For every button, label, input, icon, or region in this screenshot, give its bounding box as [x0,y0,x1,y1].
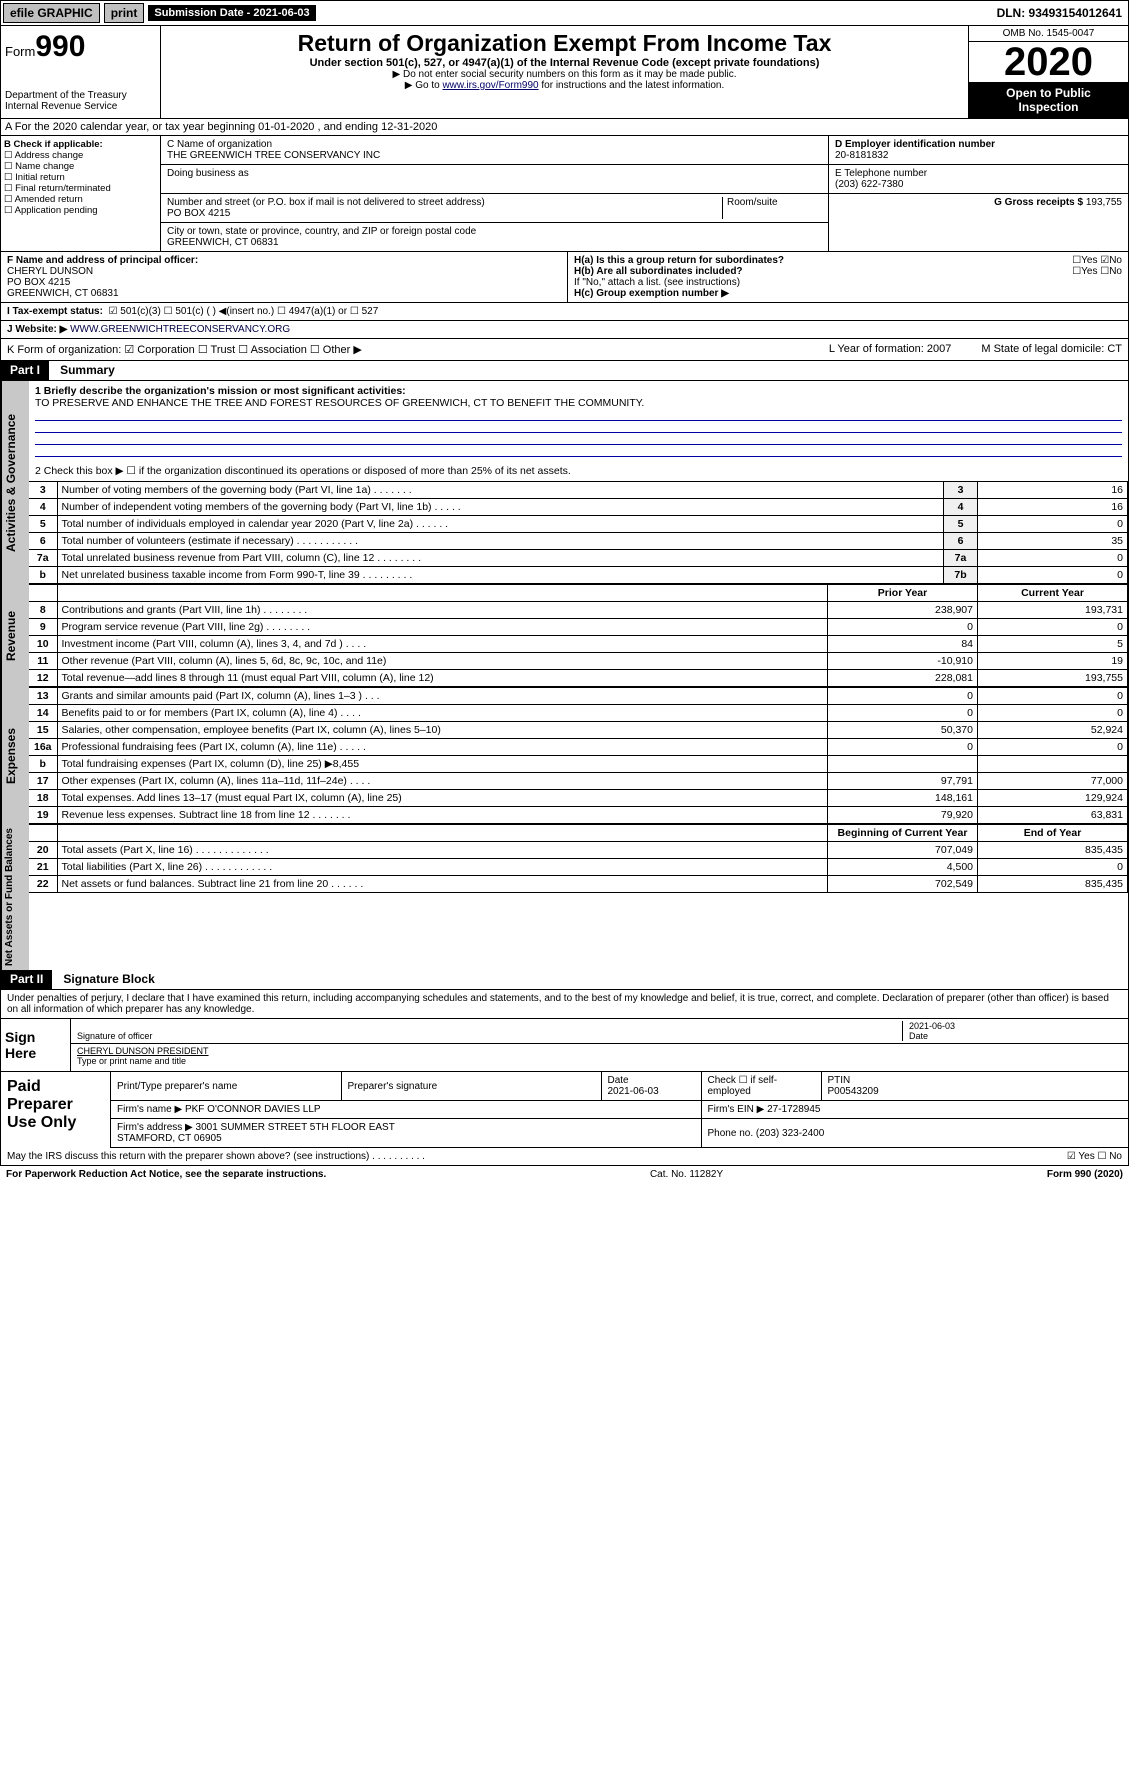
gross-receipts: 193,755 [1086,197,1122,208]
q1: 1 Briefly describe the organization's mi… [29,381,1128,461]
instruction-1: ▶ Do not enter social security numbers o… [169,69,960,80]
chk-initial-return[interactable]: Initial return [4,172,157,183]
side-expenses: Expenses [1,687,29,824]
cat-no: Cat. No. 11282Y [650,1169,723,1180]
h-a-answer: ☐Yes ☑No [1072,255,1122,266]
top-toolbar: efile GRAPHIC print Submission Date - 20… [0,0,1129,26]
efile-button[interactable]: efile GRAPHIC [3,3,100,23]
tax-year: 2020 [969,42,1128,82]
part2-header: Part II Signature Block [0,970,1129,990]
sig-date: 2021-06-03 [909,1021,955,1031]
chk-address-change[interactable]: Address change [4,150,157,161]
expenses-table: 13Grants and similar amounts paid (Part … [29,687,1128,824]
state-domicile: M State of legal domicile: CT [981,343,1122,356]
instruction-2: ▶ Go to www.irs.gov/Form990 for instruct… [169,80,960,91]
box-b: B Check if applicable: Address change Na… [1,136,161,251]
submission-date: Submission Date - 2021-06-03 [148,5,315,21]
tax-exempt-status: ☑ 501(c)(3) ☐ 501(c) ( ) ◀(insert no.) ☐… [109,306,379,317]
form-subtitle: Under section 501(c), 527, or 4947(a)(1)… [169,57,960,69]
ptin: P00543209 [828,1086,879,1097]
mission-text: TO PRESERVE AND ENHANCE THE TREE AND FOR… [35,397,644,409]
officer-name-addr: CHERYL DUNSON PO BOX 4215 GREENWICH, CT … [7,266,119,299]
year-formation: L Year of formation: 2007 [799,343,982,356]
irs-link[interactable]: www.irs.gov/Form990 [442,80,538,91]
sign-here-block: Sign Here Signature of officer2021-06-03… [0,1018,1129,1071]
org-name: THE GREENWICH TREE CONSERVANCY INC [167,150,380,161]
row-j: J Website: ▶ WWW.GREENWICHTREECONSERVANC… [0,321,1129,339]
dln: DLN: 93493154012641 [997,6,1126,20]
form-title: Return of Organization Exempt From Incom… [169,30,960,57]
form-number: Form990 [5,30,156,64]
chk-application-pending[interactable]: Application pending [4,205,157,216]
box-h: H(a) Is this a group return for subordin… [568,252,1128,302]
discuss-answer: ☑ Yes ☐ No [1067,1151,1122,1162]
box-f: F Name and address of principal officer:… [1,252,568,302]
telephone: (203) 622-7380 [835,179,903,190]
row-a-period: A For the 2020 calendar year, or tax yea… [0,119,1129,136]
self-employed-check[interactable]: Check ☐ if self-employed [701,1072,821,1101]
firm-ein: 27-1728945 [767,1104,820,1115]
box-deg: D Employer identification number20-81818… [828,136,1128,251]
form-of-org: K Form of organization: ☑ Corporation ☐ … [7,343,362,356]
revenue-table: Prior YearCurrent Year 8Contributions an… [29,584,1128,687]
print-button[interactable]: print [104,3,145,23]
side-revenue: Revenue [1,584,29,687]
side-netassets: Net Assets or Fund Balances [1,824,29,970]
row-klm: K Form of organization: ☑ Corporation ☐ … [0,339,1129,361]
expenses-section: Expenses 13Grants and similar amounts pa… [0,687,1129,824]
row-i: I Tax-exempt status: ☑ 501(c)(3) ☐ 501(c… [0,303,1129,321]
chk-final-return[interactable]: Final return/terminated [4,183,157,194]
row-fh: F Name and address of principal officer:… [0,252,1129,303]
netassets-table: Beginning of Current YearEnd of Year 20T… [29,824,1128,893]
paid-preparer-block: Paid Preparer Use Only Print/Type prepar… [0,1071,1129,1148]
discuss-row: May the IRS discuss this return with the… [0,1148,1129,1166]
open-public-badge: Open to PublicInspection [969,82,1128,118]
revenue-section: Revenue Prior YearCurrent Year 8Contribu… [0,584,1129,687]
firm-phone: (203) 323-2400 [756,1128,824,1139]
dept-label: Department of the Treasury Internal Reve… [5,90,156,112]
block-bcdefg: B Check if applicable: Address change Na… [0,136,1129,252]
form-header: Form990 Department of the Treasury Inter… [0,26,1129,119]
perjury-note: Under penalties of perjury, I declare th… [0,990,1129,1018]
netassets-section: Net Assets or Fund Balances Beginning of… [0,824,1129,970]
h-b-answer: ☐Yes ☐No [1072,266,1122,277]
chk-name-change[interactable]: Name change [4,161,157,172]
org-city: GREENWICH, CT 06831 [167,237,279,248]
ein: 20-8181832 [835,150,888,161]
firm-name: PKF O'CONNOR DAVIES LLP [185,1104,321,1115]
side-governance: Activities & Governance [1,381,29,584]
website-link[interactable]: WWW.GREENWICHTREECONSERVANCY.ORG [70,324,290,335]
paid-preparer-label: Paid Preparer Use Only [1,1072,111,1148]
org-address: PO BOX 4215 [167,208,230,219]
governance-table: 3Number of voting members of the governi… [29,481,1128,584]
footer-note: For Paperwork Reduction Act Notice, see … [0,1166,1129,1183]
form-ref: Form 990 (2020) [1047,1169,1123,1180]
part1-header: Part I Summary [0,361,1129,381]
box-c: C Name of organizationTHE GREENWICH TREE… [161,136,828,251]
officer-name: CHERYL DUNSON PRESIDENT [77,1046,209,1056]
part1-body: Activities & Governance 1 Briefly descri… [0,381,1129,584]
chk-amended-return[interactable]: Amended return [4,194,157,205]
q2: 2 Check this box ▶ ☐ if the organization… [29,461,1128,481]
sign-here-label: Sign Here [1,1019,71,1071]
prep-date: 2021-06-03 [608,1086,659,1097]
